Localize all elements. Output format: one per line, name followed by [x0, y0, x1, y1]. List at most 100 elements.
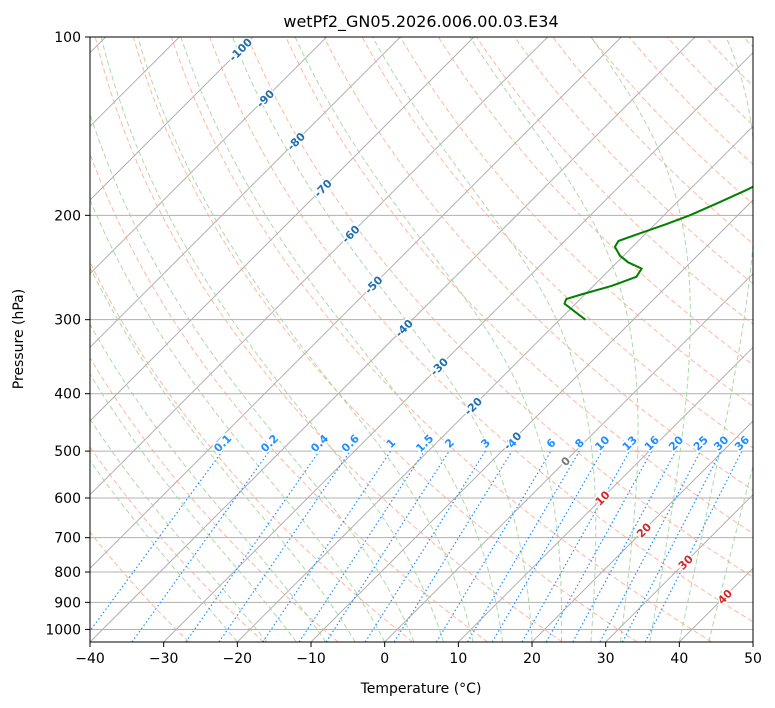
- isotherm-line: [678, 567, 753, 642]
- moist-adiabat-line: [294, 37, 563, 642]
- x-tick-label: 10: [449, 651, 467, 667]
- mixing-ratio-label: 20: [666, 433, 686, 453]
- dry-adiabat-line: [743, 37, 753, 48]
- mixing-ratio-line: [364, 450, 486, 642]
- dry-adiabat-line: [90, 446, 264, 642]
- mixing-ratio-label: 1: [384, 436, 399, 451]
- moist-adiabat-line: [372, 37, 597, 642]
- dry-adiabat-line: [94, 37, 563, 642]
- dry-adiabat-line: [666, 37, 753, 126]
- isotherm-line: [90, 37, 254, 201]
- isotherm-line: [90, 37, 622, 570]
- dry-adiabat-label: -90: [254, 87, 277, 110]
- dry-adiabat-label-group: -60-60: [338, 221, 364, 247]
- x-tick-label: −10: [296, 651, 326, 667]
- y-tick-label: 800: [54, 565, 81, 581]
- x-tick-label: 40: [670, 651, 688, 667]
- x-tick-label: −20: [223, 651, 253, 667]
- moist-adiabat-line: [678, 37, 753, 642]
- mixing-ratio-label: 36: [732, 433, 752, 453]
- dry-adiabat-line: [552, 37, 753, 245]
- isotherm-line: [90, 37, 696, 642]
- x-tick-label: −40: [75, 651, 105, 667]
- mixing-ratio-line: [185, 450, 320, 642]
- mixing-ratio-line: [521, 450, 631, 642]
- mixing-ratio-label: 2: [442, 436, 457, 451]
- mixing-ratio-line: [491, 450, 603, 642]
- dry-adiabat-label-group: -90-90: [252, 85, 278, 111]
- mixing-ratio-line: [90, 450, 223, 632]
- y-tick-label: 500: [54, 444, 81, 460]
- dry-adiabat-label-group: -100-100: [225, 35, 257, 66]
- moist-adiabat-label-group: 00: [557, 453, 575, 471]
- moist-adiabat-label: 30: [676, 552, 696, 572]
- isotherm-line: [90, 37, 475, 422]
- x-tick-label: 20: [523, 651, 541, 667]
- moist-adiabat-line: [90, 266, 356, 642]
- dry-adiabat-line: [132, 37, 638, 642]
- x-tick-label: −30: [149, 651, 179, 667]
- moist-adiabat-line: [90, 373, 297, 642]
- moist-adiabat-line: [231, 37, 533, 642]
- profile-lines: [563, 185, 753, 321]
- y-tick-label: 400: [54, 387, 81, 403]
- dewpoint-line: [563, 185, 753, 321]
- moist-adiabat-line: [137, 37, 474, 642]
- y-axis-title: Pressure (hPa): [11, 289, 27, 389]
- x-axis-title: Temperature (°C): [360, 681, 482, 697]
- y-tick-label: 900: [54, 595, 81, 611]
- dry-adiabat-line: [171, 37, 712, 642]
- dry-adiabat-line: [209, 37, 753, 623]
- mixing-ratio-label-group: 11: [382, 435, 400, 453]
- moist-adiabat-line: [180, 37, 503, 642]
- dry-adiabat-label-group: -30-30: [426, 354, 452, 380]
- dry-adiabat-line: [247, 37, 753, 578]
- axes: −40 −30 −20 −10 0 10 20 30 40 5010009008007006005…: [45, 30, 762, 667]
- moist-adiabat-line: [708, 464, 753, 642]
- moist-adiabat-label: 40: [715, 587, 735, 607]
- moist-adiabat-line: [590, 37, 691, 642]
- moist-adiabat-line: [90, 112, 415, 642]
- isotherm-line: [384, 272, 753, 642]
- isotherm-line: [163, 51, 753, 642]
- dry-adiabat-label: -100: [226, 35, 255, 64]
- mixing-ratio-line: [572, 450, 677, 642]
- dry-adiabat-line: [90, 531, 190, 642]
- mixing-ratio-label: 30: [711, 433, 731, 453]
- moist-adiabat-line: [90, 198, 386, 642]
- y-tick-label: 100: [54, 30, 81, 46]
- moist-adiabat-line: [90, 459, 238, 642]
- dry-adiabat-line: [704, 37, 753, 87]
- mixing-ratio-line: [545, 450, 653, 642]
- moist-adiabat-line: [90, 418, 268, 642]
- dry-adiabat-line: [90, 260, 414, 642]
- x-tick-label: 0: [380, 651, 389, 667]
- mixing-ratio-label-group: 88: [571, 435, 589, 453]
- y-tick-label: 600: [54, 491, 81, 507]
- isotherm-line: [90, 37, 549, 496]
- x-tick-label: 50: [744, 651, 762, 667]
- moist-adiabat-line: [469, 37, 639, 642]
- isotherm-line: [90, 37, 328, 275]
- mixing-ratio-label: 10: [592, 433, 612, 453]
- dry-adiabat-line: [323, 37, 753, 491]
- mixing-ratio-line: [218, 450, 351, 642]
- mixing-ratio-label: 25: [691, 433, 711, 453]
- moist-adiabat-line: [90, 323, 327, 642]
- dry-adiabat-line: [590, 37, 753, 205]
- chart-title: wetPf2_GN05.2026.006.00.03.E34: [283, 12, 558, 32]
- mixing-ratio-line: [466, 450, 580, 642]
- y-tick-label: 700: [54, 531, 81, 547]
- dry-adiabat-label: -60: [339, 222, 362, 245]
- mixing-ratio-line: [393, 450, 513, 642]
- dry-adiabat-line: [437, 37, 753, 366]
